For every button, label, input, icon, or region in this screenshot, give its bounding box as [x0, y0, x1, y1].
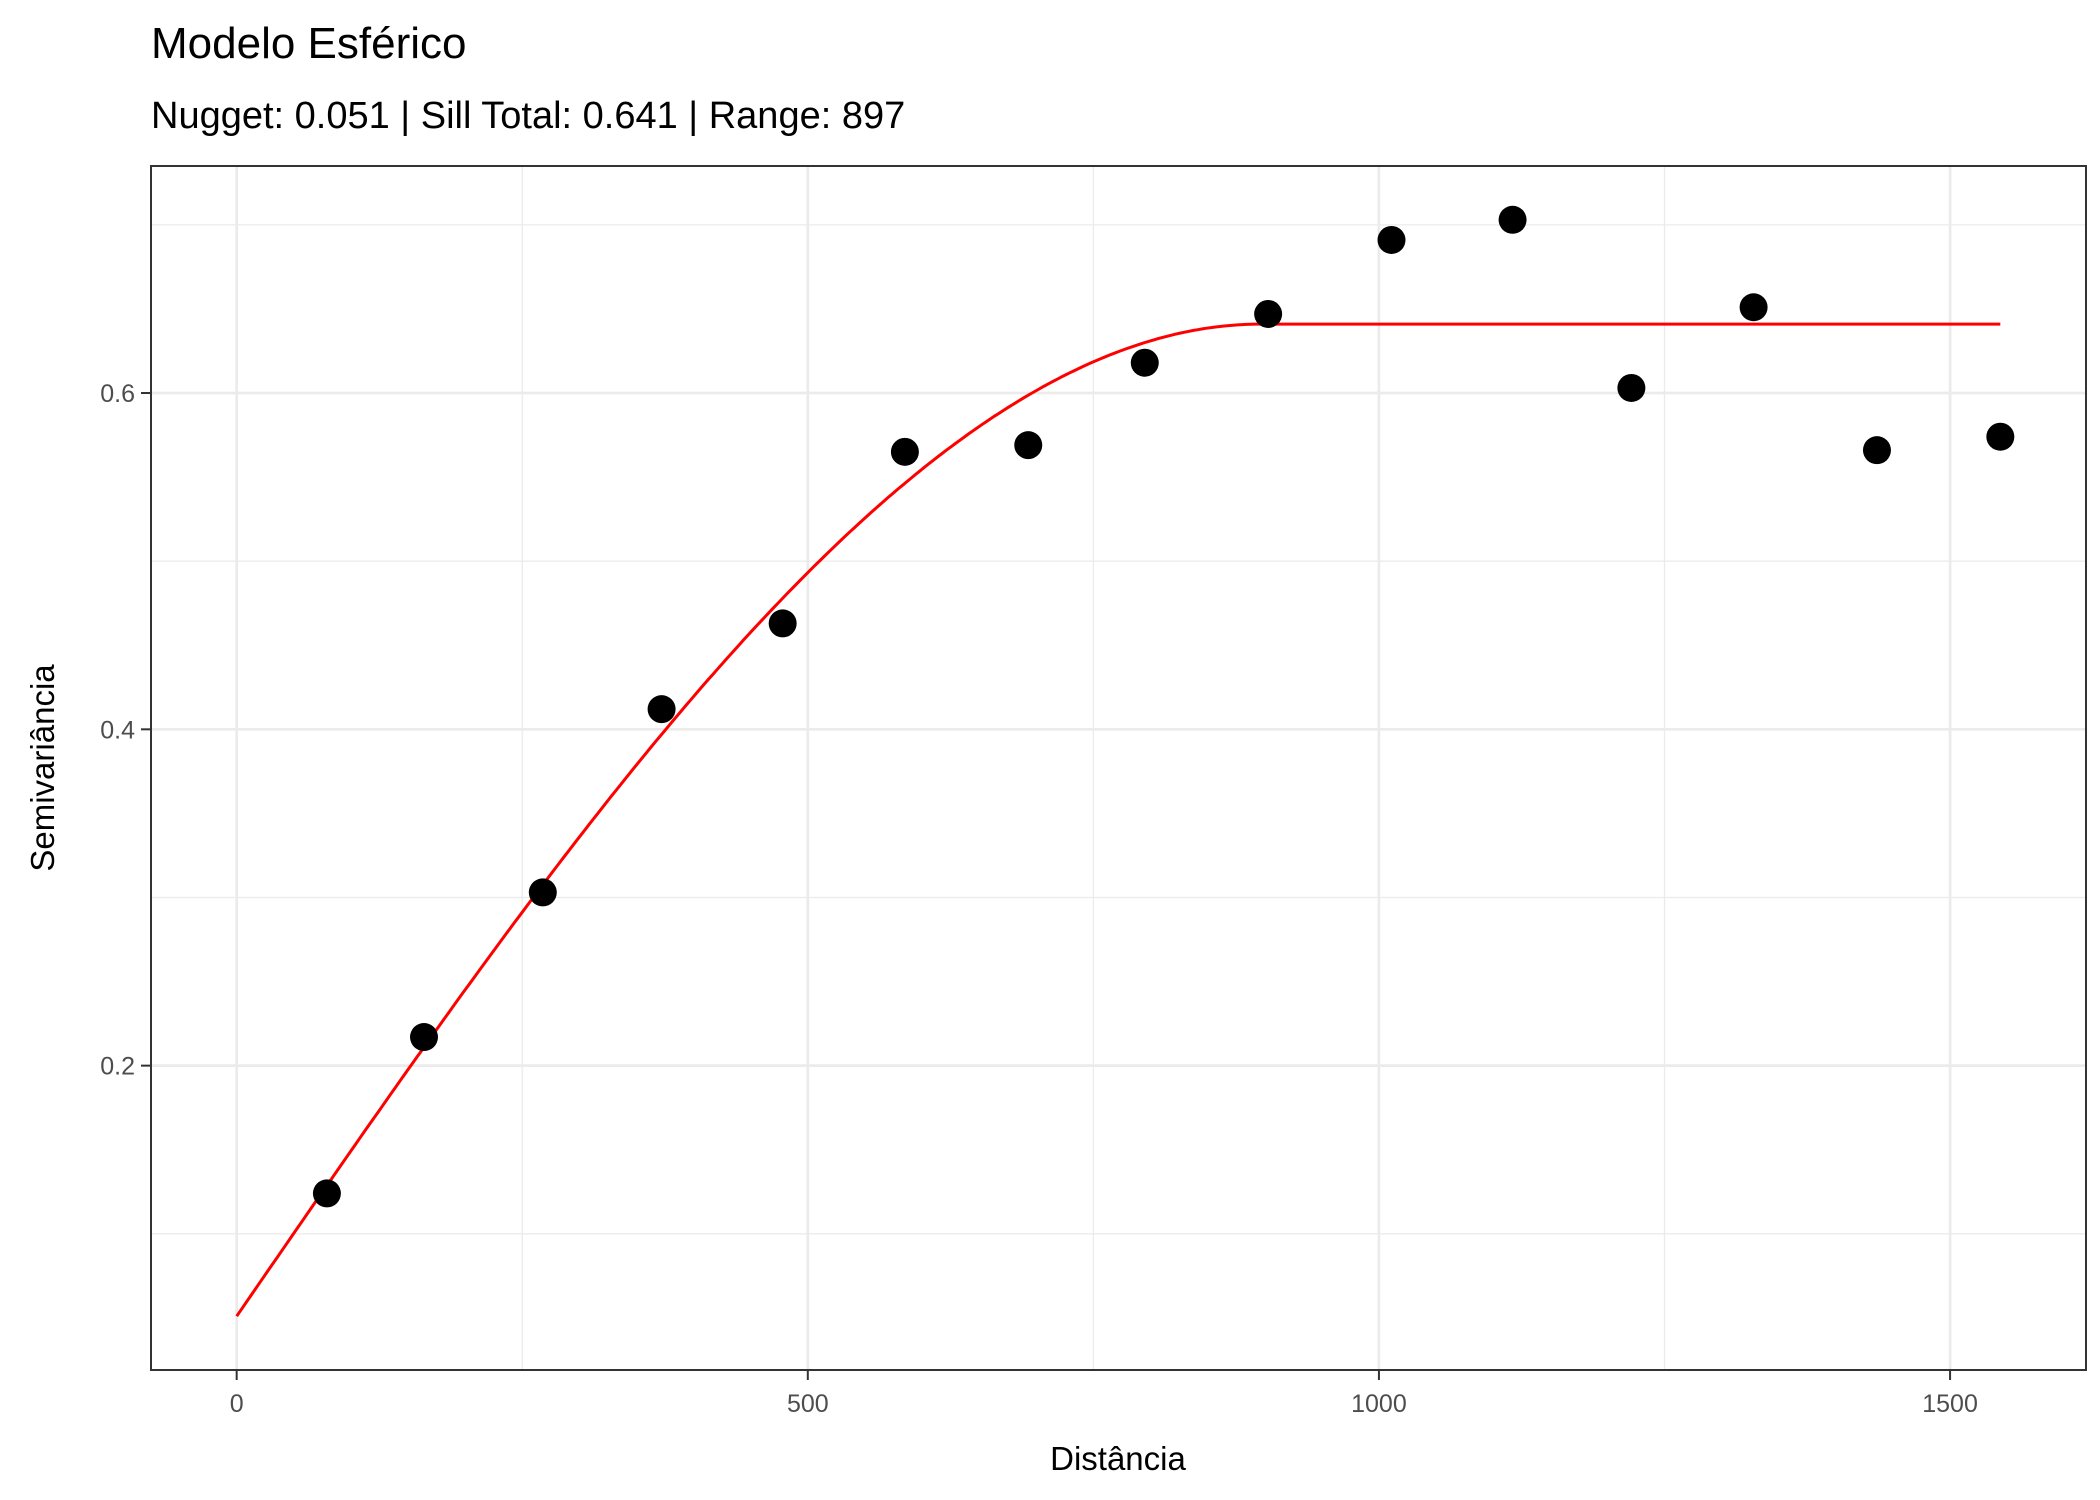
data-point: [528, 878, 557, 907]
data-point: [1254, 299, 1283, 328]
chart-title: Modelo Esférico: [151, 19, 466, 68]
chart-subtitle: Nugget: 0.051 | Sill Total: 0.641 | Rang…: [151, 95, 905, 137]
data-point: [1986, 422, 2015, 451]
panel-border: [150, 165, 2087, 1371]
data-point: [768, 609, 797, 638]
y-tick-label: 0.2: [100, 1053, 135, 1081]
data-point: [890, 437, 919, 466]
axes: 0 500 1000 1500 0.2 0.4 0.6: [100, 380, 1978, 1418]
data-point: [647, 695, 676, 724]
x-tick-label: 1000: [1351, 1390, 1407, 1418]
y-tick-label: 0.4: [100, 716, 135, 744]
y-tick-label: 0.6: [100, 380, 135, 408]
x-tick-label: 0: [230, 1390, 244, 1418]
x-axis-title: Distância: [1050, 1440, 1186, 1477]
data-point: [1377, 225, 1406, 254]
grid: [151, 166, 2086, 1370]
y-axis-title: Semivariância: [24, 664, 61, 872]
x-tick-label: 1500: [1922, 1390, 1978, 1418]
data-point: [1014, 431, 1043, 460]
data-point: [1498, 205, 1527, 234]
x-tick-label: 500: [787, 1390, 829, 1418]
points-group: [312, 205, 2015, 1208]
spherical-model-line: [235, 322, 2001, 1318]
data-point: [312, 1179, 341, 1208]
data-point: [410, 1023, 439, 1052]
data-point: [1862, 436, 1891, 465]
data-point: [1130, 348, 1159, 377]
data-point: [1739, 293, 1768, 322]
model-curve-group: [235, 322, 2001, 1318]
data-point: [1617, 373, 1646, 402]
